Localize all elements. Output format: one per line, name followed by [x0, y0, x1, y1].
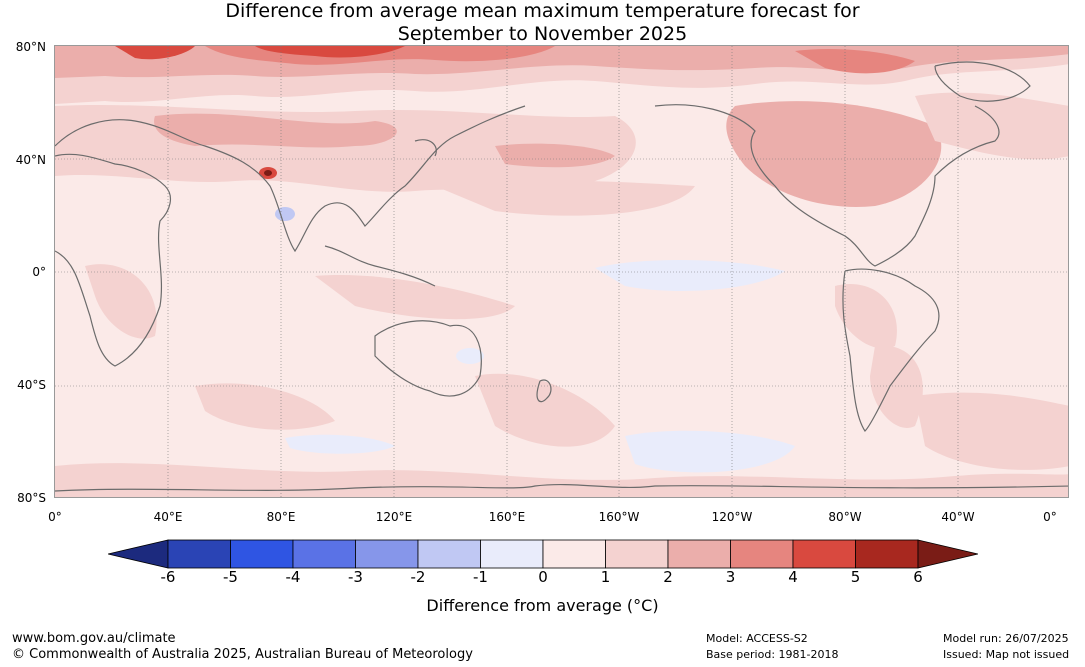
- colorbar-segment: [730, 539, 794, 569]
- title-line-2: September to November 2025: [397, 23, 688, 45]
- colorbar-segment: [667, 539, 731, 569]
- indian-ocean-warm: [195, 383, 335, 430]
- australia-coast: [374, 320, 482, 397]
- graticule: [55, 46, 1068, 497]
- colorbar-segment: [230, 539, 294, 569]
- colorbar-tick-label: 0: [538, 568, 548, 586]
- colorbar-tick-label: -6: [160, 568, 176, 586]
- colorbar-extend-low: [108, 539, 169, 569]
- colorbar-segment: [605, 539, 669, 569]
- north-america-coast: [654, 104, 1000, 267]
- lon-label-160w: 160°W: [598, 510, 640, 524]
- tasman-warm: [475, 373, 615, 447]
- pacific-warm-band: [435, 180, 695, 216]
- colorbar-tick-label: 5: [850, 568, 861, 586]
- india-cool: [275, 207, 295, 221]
- lon-label-40w: 40°W: [941, 510, 975, 524]
- footer-base-period: Base period: 1981-2018: [706, 648, 839, 661]
- antarctic-band: [55, 463, 1068, 497]
- colorbar-tick-label: -5: [223, 568, 238, 586]
- pacific-warm-patch: [495, 143, 615, 168]
- lon-label-120w: 120°W: [711, 510, 753, 524]
- south-atlantic-warm: [915, 392, 1068, 470]
- japan-coast: [414, 139, 437, 157]
- maritime-continent-warm: [315, 275, 515, 320]
- patagonia-warm: [870, 345, 923, 428]
- north-america-warm: [726, 101, 942, 207]
- colorbar-tick-label: 2: [663, 568, 673, 586]
- colorbar-segment: [355, 539, 419, 569]
- colorbar-label: Difference from average (°C): [426, 596, 659, 615]
- colorbar-extend-high: [917, 539, 978, 569]
- arctic-canada-warm: [795, 49, 915, 74]
- greenland-coast: [934, 61, 1031, 102]
- footer-url: www.bom.gov.au/climate: [12, 631, 176, 646]
- lon-label-80w: 80°W: [828, 510, 862, 524]
- arctic-europe-hot: [115, 46, 195, 60]
- arctic-band-4: [255, 46, 405, 58]
- map-svg: [55, 46, 1068, 497]
- southern-indian-cool: [285, 434, 395, 454]
- colorbar-tick-label: -3: [348, 568, 363, 586]
- lon-label-40e: 40°E: [153, 510, 183, 524]
- lat-label-80s: 80°S: [17, 491, 46, 505]
- footer-copyright: © Commonwealth of Australia 2025, Austra…: [12, 647, 473, 662]
- colorbar-tick-label: -1: [473, 568, 488, 586]
- asia-coast: [204, 105, 526, 253]
- colorbar-tick-label: 1: [600, 568, 611, 586]
- africa-coast: [55, 153, 172, 367]
- footer-model: Model: ACCESS-S2: [706, 632, 808, 645]
- colorbar-segment: [292, 539, 356, 569]
- lon-label-80e: 80°E: [266, 510, 296, 524]
- lat-label-40s: 40°S: [17, 378, 46, 392]
- colorbar: [108, 539, 978, 569]
- north-atlantic-warm: [915, 92, 1068, 160]
- colorbar-segment: [855, 539, 919, 569]
- colorbar-segment: [167, 539, 231, 569]
- south-america-warm: [835, 284, 897, 349]
- footer-issued: Issued: Map not issued: [943, 648, 1070, 661]
- lat-label-80n: 80°N: [15, 40, 46, 54]
- europe-coast: [55, 119, 206, 147]
- footer-model-run: Model run: 26/07/2025: [943, 632, 1069, 645]
- map-title: Difference from average mean maximum tem…: [0, 0, 1085, 46]
- colorbar-tick-label: -4: [285, 568, 301, 586]
- colorbar-tick-label: 4: [788, 568, 798, 586]
- lon-label-0-left: 0°: [48, 510, 62, 524]
- himalaya-core: [264, 170, 272, 176]
- title-line-1: Difference from average mean maximum tem…: [225, 0, 860, 22]
- australia-cool: [456, 348, 484, 364]
- equatorial-pacific-cool: [595, 260, 785, 291]
- lat-label-40n: 40°N: [15, 153, 46, 167]
- new-zealand-coast: [536, 379, 552, 403]
- antarctica-coast: [55, 483, 1068, 492]
- colorbar-tick-label: 3: [725, 568, 736, 586]
- eurasia-warmer: [154, 113, 397, 148]
- colorbar-segment: [480, 539, 544, 569]
- colorbar-tick-label: -2: [410, 568, 426, 586]
- lon-label-120e: 120°E: [375, 510, 413, 524]
- colorbar-segment: [542, 539, 606, 569]
- colorbar-segment: [792, 539, 856, 569]
- lon-label-0-right: 0°: [1043, 510, 1057, 524]
- indonesia-coast: [324, 245, 436, 287]
- colorbar-segment: [417, 539, 481, 569]
- africa-warm: [85, 264, 157, 339]
- colorbar-tick-label: 6: [913, 568, 923, 586]
- forecast-map: [54, 45, 1069, 498]
- lon-label-160e: 160°E: [488, 510, 526, 524]
- southern-ocean-cool: [625, 430, 795, 473]
- lat-label-0: 0°: [32, 265, 46, 279]
